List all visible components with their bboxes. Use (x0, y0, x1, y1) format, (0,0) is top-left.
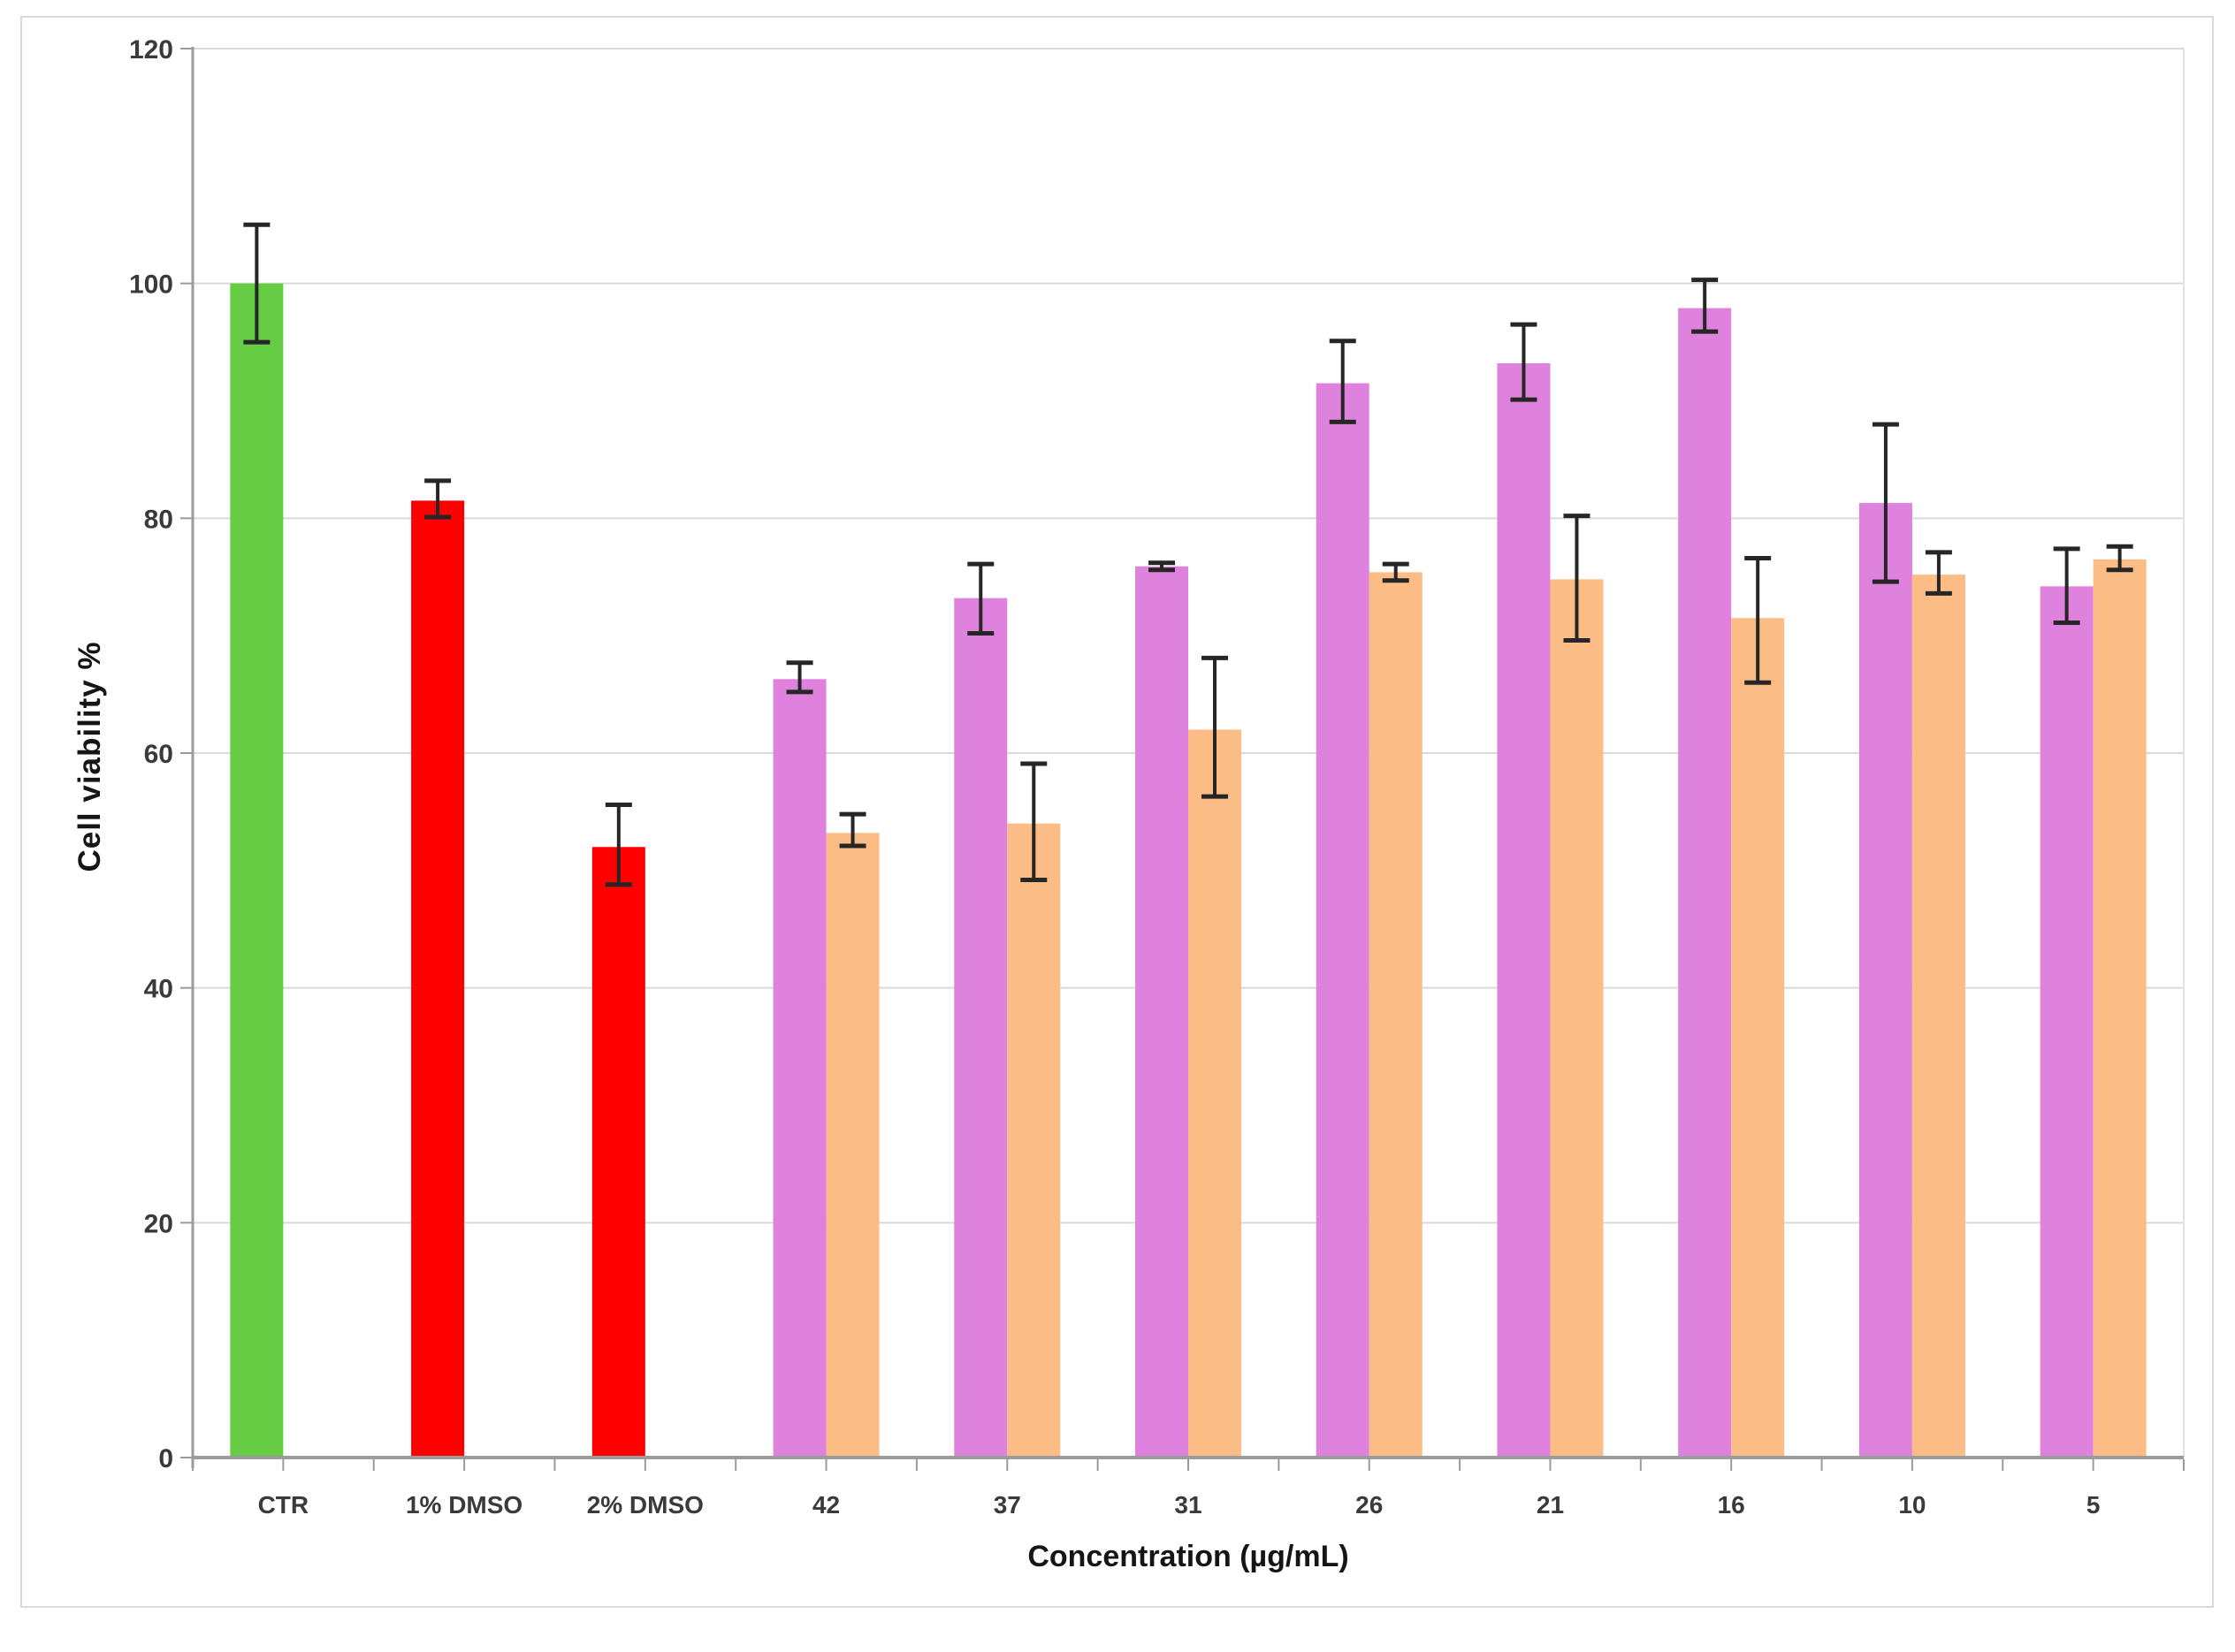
y-tick-label-120: 120 (129, 35, 173, 65)
x-category-label-26: 26 (1355, 1491, 1383, 1519)
x-axis-title: Concentration (µg/mL) (1027, 1540, 1349, 1573)
bar-5-series-1 (2040, 586, 2094, 1456)
y-axis-title: Cell viability % (72, 641, 107, 872)
bar-31-series-1 (1135, 566, 1188, 1456)
x-category-label-16: 16 (1718, 1491, 1745, 1519)
bar-CTR-series-1 (230, 283, 284, 1457)
bar-10-series-1 (1858, 503, 1912, 1457)
bar-37-series-2 (1007, 823, 1061, 1456)
x-category-label-CTR: CTR (258, 1491, 309, 1519)
x-category-label-31: 31 (1174, 1491, 1201, 1519)
bar-42-series-1 (773, 679, 827, 1456)
bar-26-series-1 (1316, 383, 1369, 1457)
bar-21-series-2 (1550, 579, 1604, 1456)
x-category-label-5: 5 (2086, 1491, 2101, 1519)
x-category-label-1% DMSO: 1% DMSO (406, 1491, 523, 1519)
bar-42-series-2 (826, 833, 880, 1456)
y-tick-label-100: 100 (129, 270, 173, 300)
bar-21-series-1 (1497, 362, 1551, 1456)
bar-5-series-2 (2093, 559, 2147, 1456)
bar-16-series-1 (1678, 308, 1732, 1457)
bar-37-series-1 (954, 598, 1008, 1456)
bar-2% DMSO-series-1 (591, 847, 645, 1456)
bar-31-series-2 (1188, 729, 1241, 1456)
bar-16-series-2 (1731, 618, 1785, 1456)
x-category-label-37: 37 (994, 1491, 1021, 1519)
x-category-label-21: 21 (1537, 1491, 1564, 1519)
x-category-label-10: 10 (1898, 1491, 1926, 1519)
figure-border (20, 16, 2214, 1608)
y-tick-label-40: 40 (144, 975, 173, 1004)
y-tick-label-60: 60 (144, 740, 173, 769)
x-category-label-2% DMSO: 2% DMSO (587, 1491, 704, 1519)
y-tick-label-0: 0 (158, 1444, 173, 1473)
bar-26-series-2 (1369, 572, 1423, 1456)
x-category-label-42: 42 (812, 1491, 840, 1519)
y-tick-label-20: 20 (144, 1209, 173, 1238)
y-tick-label-80: 80 (144, 505, 173, 534)
bar-1% DMSO-series-1 (411, 500, 465, 1456)
bar-10-series-2 (1911, 575, 1965, 1456)
